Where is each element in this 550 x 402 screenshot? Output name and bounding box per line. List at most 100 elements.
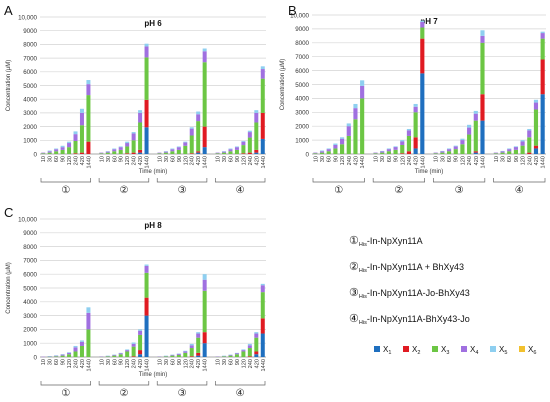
x-axis-label: Time (min): [415, 169, 443, 175]
x-tick-label: 10: [99, 156, 105, 162]
group-bracket: [156, 178, 208, 183]
bar-segment-x3: [202, 62, 207, 127]
bar-segment-x5: [241, 349, 246, 351]
bar-segment-x5: [118, 146, 123, 148]
y-tick-label: 4000: [23, 97, 37, 104]
bar-segment-x3: [67, 354, 72, 357]
bar-segment-x3: [196, 121, 201, 152]
bar-segment-x5: [73, 131, 78, 135]
bar-segment-x2: [202, 126, 207, 148]
bar-segment-x3: [473, 120, 478, 152]
legend-series-label: X3: [441, 345, 449, 356]
bar-segment-x3: [400, 144, 405, 154]
bar-segment-x4: [319, 151, 325, 153]
x-tick-label: 30: [501, 156, 507, 162]
bar-segment-x5: [202, 48, 207, 52]
group-bracket: [312, 178, 365, 183]
x-tick-label: 90: [454, 156, 460, 162]
bar-segment-x4: [79, 112, 84, 126]
bar-segment-x3: [433, 153, 438, 154]
bar-segment-x3: [73, 351, 78, 357]
x-tick-label: 90: [177, 156, 183, 162]
bar-segment-x4: [196, 114, 201, 122]
bar-segment-x4: [353, 108, 358, 120]
bar-segment-x3: [105, 152, 110, 154]
bar-segment-x5: [400, 140, 405, 142]
bar-segment-x3: [527, 137, 532, 153]
y-tick-label: 6000: [23, 272, 37, 279]
bar-segment-x3: [228, 151, 233, 154]
bar-segment-x3: [79, 345, 84, 357]
chart-title: pH 6: [144, 19, 162, 28]
y-tick-label: 5000: [295, 82, 309, 89]
bar-segment-x5: [54, 148, 59, 150]
bar-segment-x5: [189, 343, 194, 346]
group-label: ③: [178, 388, 187, 399]
bar-segment-x4: [513, 147, 518, 150]
bar-segment-x5: [247, 343, 252, 346]
x-tick-label: 60: [54, 156, 60, 162]
panel-label: B: [288, 3, 297, 18]
x-tick-label: 60: [112, 359, 118, 365]
bar-segment-x3: [222, 356, 227, 357]
bar-segment-x2: [400, 153, 405, 154]
bar-segment-x2: [254, 351, 259, 355]
bar-segment-x4: [189, 128, 194, 136]
group-label: ②: [119, 185, 128, 196]
bar-segment-x1: [260, 333, 265, 357]
group-bracket: [214, 178, 266, 183]
bar-segment-x3: [118, 354, 123, 357]
x-tick-label: 30: [320, 156, 326, 162]
y-tick-label: 1000: [295, 137, 309, 144]
bar-segment-x5: [138, 329, 143, 331]
group-bracket: [40, 178, 92, 183]
x-tick-label: 120: [521, 156, 527, 165]
bar-segment-x4: [112, 354, 117, 356]
x-tick-label: 120: [67, 156, 73, 165]
bar-segment-x4: [144, 265, 149, 273]
x-tick-label: 1440: [261, 359, 267, 371]
y-tick-label: 5000: [23, 285, 37, 292]
y-tick-label: 8000: [23, 42, 37, 49]
bar-segment-x5: [446, 148, 452, 150]
x-tick-label: 420: [196, 359, 202, 368]
bar-segment-x5: [228, 148, 233, 150]
bar-segment-x4: [360, 85, 365, 99]
x-tick-label: 10: [157, 156, 163, 162]
legend-construct: ④His-In-NpXyn11A-BhXy43-Jo: [349, 313, 470, 326]
x-tick-label: 30: [222, 156, 228, 162]
bar-segment-x5: [138, 110, 143, 113]
bar-segment-x3: [131, 346, 136, 357]
bar-segment-x2: [73, 153, 78, 154]
bar-segment-x3: [234, 149, 239, 154]
bar-segment-x3: [138, 334, 143, 351]
legend-series-label: X4: [470, 345, 478, 356]
bar-segment-x5: [183, 350, 188, 352]
legend-swatch: [432, 346, 438, 352]
bars: [41, 43, 265, 154]
bar-segment-x4: [60, 147, 65, 150]
bar-segment-x5: [453, 145, 458, 147]
y-tick-label: 3000: [23, 110, 37, 117]
bar-segment-x4: [406, 130, 412, 136]
legend-series-label: X6: [528, 345, 536, 356]
x-tick-label: 30: [164, 156, 170, 162]
bar-segment-x5: [131, 132, 136, 134]
bar-segment-x3: [507, 151, 512, 154]
bar-segment-x4: [170, 149, 175, 152]
bar-segment-x4: [254, 112, 259, 123]
x-tick-label: 10: [374, 156, 380, 162]
bar-segment-x4: [222, 151, 227, 153]
bar-segment-x2: [247, 356, 252, 357]
bar-segment-x4: [196, 333, 201, 338]
x-tick-label: 420: [353, 156, 359, 165]
x-tick-label: 60: [228, 156, 234, 162]
x-tick-label: 240: [74, 359, 80, 368]
bar-segment-x2: [144, 297, 149, 316]
y-tick-label: 10,000: [290, 12, 309, 19]
bar-segment-x2: [406, 151, 412, 154]
bar-segment-x5: [406, 128, 412, 131]
bar-segment-x1: [533, 148, 539, 154]
group-bracket: [98, 381, 150, 386]
y-tick-label: 2000: [295, 124, 309, 131]
